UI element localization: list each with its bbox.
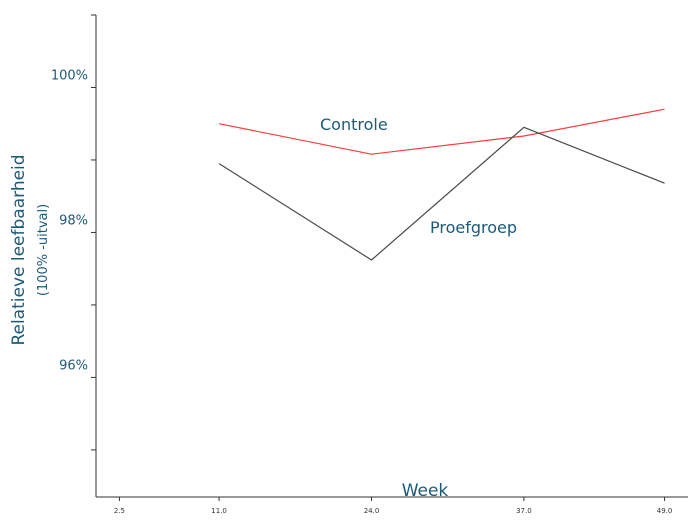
x-tick-label: 24.0 — [364, 507, 380, 515]
y-tick-labels: 96% 98% 100% — [51, 68, 88, 373]
x-tick-label: 2.5 — [114, 507, 125, 515]
series-label-proefgroep: Proefgroep — [430, 218, 517, 237]
y-tick-label: 98% — [59, 213, 88, 228]
y-axis-sublabel: (100% -uitval) — [36, 204, 51, 296]
series-line-proefgroep — [218, 126, 665, 261]
x-tick-label: 37.0 — [516, 507, 532, 515]
series-line-controle — [218, 108, 665, 155]
x-tick-label: 11.0 — [211, 507, 227, 515]
chart-axes — [91, 14, 688, 501]
y-axis-label: Relatieve leefbaarheid — [9, 154, 29, 345]
x-tick-labels: 2.5 11.0 24.0 37.0 49.0 — [114, 507, 672, 515]
x-tick-label: 49.0 — [657, 507, 673, 515]
series-lines — [218, 108, 665, 261]
series-label-controle: Controle — [320, 115, 388, 134]
y-tick-label: 96% — [59, 358, 88, 373]
y-tick-label: 100% — [51, 68, 88, 83]
x-axis-label: Week — [402, 481, 449, 501]
